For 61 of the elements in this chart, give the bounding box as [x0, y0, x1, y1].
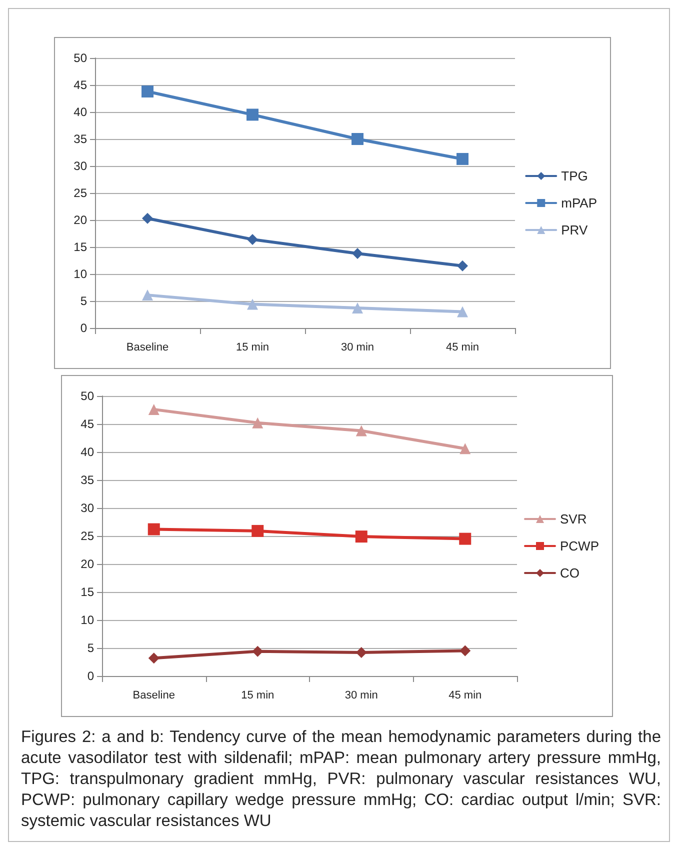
- point: [142, 290, 153, 301]
- point: [356, 425, 367, 436]
- legend-label: PRV: [561, 222, 588, 238]
- x-tick-label: 15 min: [241, 690, 274, 702]
- point: [246, 108, 258, 121]
- y-tick-label: 15: [74, 240, 88, 254]
- point: [456, 152, 468, 165]
- y-tick-label: 50: [74, 51, 88, 65]
- y-tick-label: 35: [74, 132, 88, 146]
- point: [352, 133, 364, 145]
- point: [247, 298, 258, 310]
- point: [460, 443, 471, 454]
- x-tick-label: 45 min: [446, 342, 480, 354]
- point: [352, 248, 363, 259]
- point: [457, 306, 468, 318]
- y-tick-label: 0: [87, 669, 94, 683]
- y-tick-label: 10: [80, 613, 94, 627]
- y-tick-label: 5: [87, 641, 94, 655]
- x-tick-label: Baseline: [132, 690, 175, 702]
- point: [148, 404, 160, 415]
- y-tick-label: 10: [74, 267, 88, 281]
- point: [247, 234, 258, 245]
- y-tick-label: 25: [74, 186, 88, 200]
- y-tick-label: 5: [80, 294, 88, 308]
- legend-label: CO: [560, 566, 580, 580]
- legend-label: SVR: [560, 512, 587, 526]
- x-tick-label: Baseline: [126, 342, 169, 354]
- y-tick-label: 20: [74, 213, 88, 227]
- y-tick-label: 15: [80, 585, 94, 599]
- y-tick-label: 30: [74, 159, 88, 173]
- point: [252, 524, 264, 537]
- point: [252, 646, 264, 657]
- legend-label: TPG: [561, 168, 588, 184]
- y-tick-label: 0: [80, 321, 88, 335]
- y-tick-label: 30: [80, 501, 94, 515]
- x-tick-label: 30 min: [344, 690, 378, 702]
- point: [457, 260, 468, 272]
- y-tick-label: 25: [80, 529, 94, 543]
- point: [142, 85, 154, 98]
- y-tick-label: 40: [80, 445, 94, 459]
- y-tick-label: 35: [80, 473, 94, 487]
- y-tick-label: 50: [80, 389, 94, 403]
- point: [142, 212, 153, 224]
- x-tick-label: 45 min: [448, 690, 482, 702]
- y-tick-label: 40: [74, 105, 88, 119]
- point: [460, 645, 471, 656]
- point: [352, 302, 363, 314]
- x-tick-label: 15 min: [236, 342, 270, 354]
- text: Figures 2: a and b: Tendency curve of the mean hemodynamic parameters during the acute vasodilator test with sildenafil; mPAP: mean pulmonary artery pressure mmHg, TPG: transpulmonary gradient mmHg, PVR: pulmonary vascular resistances WU, PCWP: pulmonary capillary wedge pressure mmHg; CO: cardiac output l/min; SVR: systemic vascular resistances WU: [21, 727, 661, 832]
- point: [252, 417, 264, 428]
- point: [148, 652, 160, 664]
- point: [356, 646, 367, 658]
- legend-label: mPAP: [561, 196, 598, 210]
- point: [355, 530, 368, 543]
- y-tick-label: 20: [80, 557, 94, 571]
- point: [459, 532, 472, 545]
- legend-label: PCWP: [560, 538, 599, 554]
- x-tick-label: 30 min: [340, 342, 374, 354]
- y-tick-label: 45: [74, 78, 88, 92]
- y-tick-label: 45: [80, 417, 94, 431]
- point: [148, 523, 160, 536]
